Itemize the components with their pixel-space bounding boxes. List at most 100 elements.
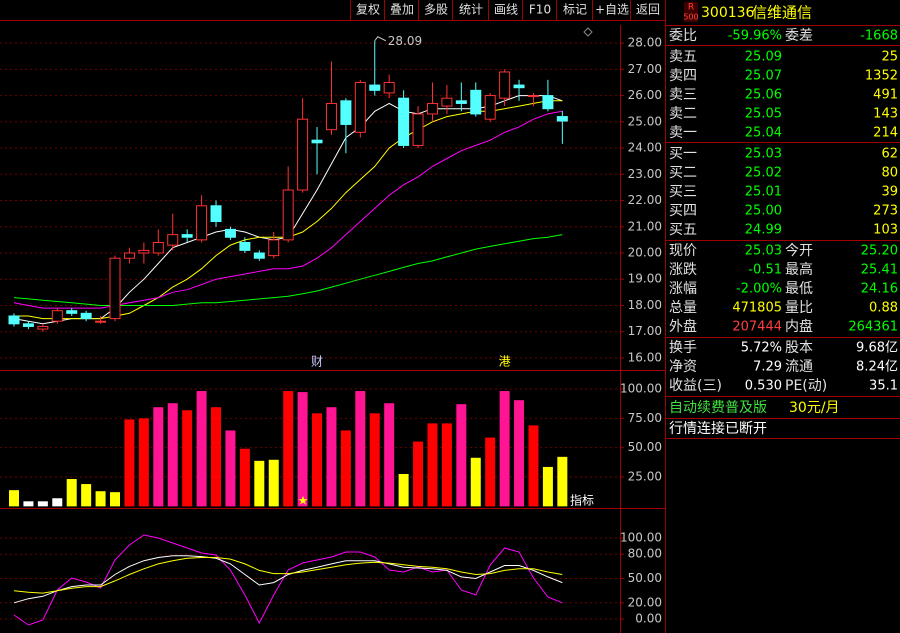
quote-label: 买四 — [669, 203, 697, 219]
toolbar-button[interactable]: 画线 — [494, 3, 518, 17]
ma-line — [13, 110, 563, 309]
oscillator-line — [13, 557, 563, 594]
y-tick-label: 24.00 — [628, 141, 662, 155]
volume-bar — [239, 448, 250, 507]
volume-bar — [182, 410, 193, 507]
toolbar-button[interactable]: 返回 — [636, 3, 660, 17]
volume-bar — [456, 404, 467, 507]
toolbar-button[interactable]: 多股 — [424, 3, 448, 17]
candle-body — [383, 81, 395, 94]
quote-value: 25.09 — [745, 50, 782, 65]
quote-label: 量比 — [785, 300, 813, 316]
volume-bar — [514, 400, 525, 507]
candle-body — [340, 100, 352, 125]
candle-body — [196, 205, 208, 241]
toolbar-button[interactable]: 叠加 — [390, 3, 414, 17]
event-marker: 港 — [499, 355, 511, 369]
quote-value: 24.16 — [861, 282, 898, 297]
status: 行情连接已断开 — [669, 420, 767, 437]
y-tick-label: 25.00 — [628, 114, 662, 128]
volume-bar — [369, 413, 380, 507]
quote-value: 264361 — [848, 320, 898, 335]
promo-price[interactable]: 30元/月 — [789, 400, 840, 416]
volume-bar — [81, 484, 92, 507]
volume-bar — [312, 413, 323, 507]
toolbar-button[interactable]: 标记 — [563, 3, 587, 17]
candle-body — [22, 323, 34, 327]
quote-value: 25.03 — [745, 244, 782, 259]
quote-label: 涨幅 — [669, 281, 697, 297]
annotation: 28.09 — [388, 34, 422, 48]
volume-bar — [95, 491, 106, 507]
candle-body — [51, 310, 63, 322]
toolbar-button[interactable]: +自选 — [595, 3, 629, 17]
quote-label: 外盘 — [669, 318, 697, 335]
quote-label: 委差 — [785, 28, 813, 44]
y-tick-label: 25.00 — [628, 470, 662, 484]
y-tick-label: 22.00 — [628, 193, 662, 207]
candle-body — [325, 102, 337, 131]
volume-bar — [557, 456, 568, 507]
badge-text: R — [688, 3, 694, 13]
icon[interactable] — [583, 27, 593, 37]
toolbar-button[interactable]: 统计 — [459, 3, 483, 17]
candle-body — [123, 252, 135, 259]
quote-value: 25 — [881, 50, 898, 65]
y-tick-label: 0.00 — [635, 611, 662, 625]
volume-bar — [355, 391, 366, 507]
quote-value: 207444 — [732, 320, 782, 335]
candle-body — [239, 241, 251, 251]
volume-bar — [470, 457, 481, 507]
quote-label: 卖四 — [669, 68, 697, 84]
volume-bar — [52, 498, 63, 507]
y-tick-label: 100.00 — [620, 531, 662, 545]
toolbar-button[interactable]: 复权 — [356, 3, 380, 17]
quote-value: 25.02 — [745, 166, 782, 181]
volume-bar — [66, 479, 77, 507]
quote-label: 买二 — [669, 165, 697, 181]
quote-value: 143 — [873, 107, 898, 122]
candle-body — [369, 84, 381, 91]
quote-value: -2.00% — [736, 282, 782, 297]
candle-body — [37, 325, 49, 330]
y-tick-label: 26.00 — [628, 88, 662, 102]
volume-bar — [499, 391, 510, 507]
candle-body — [268, 239, 280, 257]
volume-bar — [124, 419, 135, 507]
quote-value: 0.88 — [869, 301, 898, 316]
quote-label: 卖五 — [669, 49, 697, 65]
quote-value: 8.24亿 — [856, 360, 898, 375]
quote-value: 103 — [873, 223, 898, 238]
promo[interactable]: 自动续费普及版 — [669, 399, 767, 416]
quote-value: -1668 — [860, 29, 898, 44]
quote-value: 5.72% — [741, 341, 782, 356]
candle-body — [470, 89, 482, 115]
y-tick-label: 75.00 — [628, 411, 662, 425]
toolbar-button[interactable]: F10 — [529, 3, 551, 17]
oscillator-line — [13, 555, 563, 604]
quote-label: 最高 — [785, 261, 813, 278]
quote-value: 25.07 — [745, 69, 782, 84]
y-tick-label: 80.00 — [628, 547, 662, 561]
candle-body — [210, 205, 222, 223]
quote-value: 1352 — [865, 69, 898, 84]
candle-body — [253, 252, 265, 259]
y-tick-label: 27.00 — [628, 62, 662, 76]
volume-bar — [211, 407, 222, 507]
quote-label: 卖三 — [669, 87, 697, 103]
candle-body — [95, 320, 107, 323]
badge — [684, 2, 698, 22]
candle-body — [354, 81, 366, 133]
candle-body — [513, 84, 525, 89]
candle-body — [80, 312, 92, 320]
y-tick-label: 23.00 — [628, 167, 662, 181]
quote-label: 股本 — [785, 340, 813, 356]
candle-body — [282, 189, 294, 241]
volume-bar — [283, 391, 294, 507]
volume-bar — [398, 473, 409, 507]
stock-name: 信维通信 — [752, 4, 812, 22]
ticker: 指标 — [570, 493, 594, 508]
y-tick-label: 20.00 — [628, 595, 662, 609]
candle-body — [556, 116, 568, 122]
candle-body — [311, 139, 323, 144]
